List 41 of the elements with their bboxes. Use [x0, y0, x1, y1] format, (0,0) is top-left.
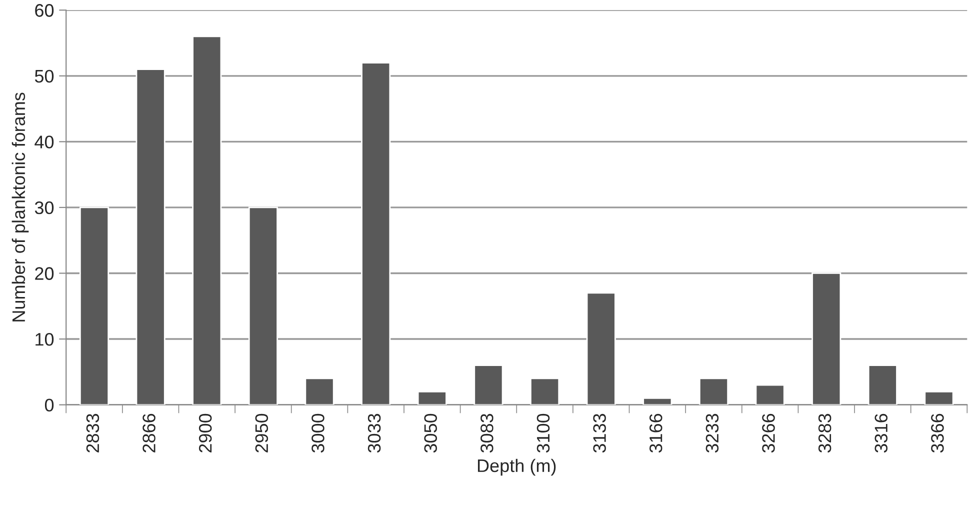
x-tick-label: 3133 — [593, 414, 606, 453]
bar — [361, 62, 391, 405]
x-tick-label: 3233 — [706, 414, 719, 453]
y-tick-label: 20 — [35, 267, 54, 280]
bar — [304, 378, 334, 405]
bar — [755, 384, 785, 405]
x-tick-label: 2950 — [255, 414, 268, 452]
bar — [642, 398, 672, 405]
x-tick-label: 3000 — [312, 414, 324, 453]
y-tick-label: 10 — [36, 332, 54, 346]
y-tick-label: 30 — [34, 201, 54, 214]
bar — [474, 364, 504, 405]
y-tick-label: 40 — [34, 136, 54, 148]
bar — [868, 364, 898, 405]
y-tick-label: 0 — [44, 398, 54, 412]
x-tick-label: 3283 — [818, 414, 832, 453]
x-tick-label: 3366 — [931, 414, 944, 453]
x-tick-label: 2833 — [86, 414, 100, 452]
bar — [248, 206, 278, 405]
x-tick-label: 3316 — [874, 414, 888, 453]
x-tick-label: 2866 — [142, 414, 156, 452]
bar — [136, 68, 166, 405]
bar — [812, 272, 842, 405]
x-tick-label: 3083 — [480, 414, 494, 453]
bar — [192, 36, 222, 405]
bar — [924, 390, 954, 405]
x-tick-label: 3050 — [424, 414, 437, 453]
x-tick-label: 3266 — [762, 414, 775, 453]
bar — [417, 390, 447, 405]
x-tick-label: 3100 — [536, 414, 550, 453]
y-tick-label: 60 — [35, 4, 54, 17]
y-axis-title: Number of planktonic forams — [12, 92, 29, 322]
x-tick-label: 3033 — [368, 414, 381, 453]
bar — [530, 378, 560, 405]
bar — [698, 378, 728, 405]
bar — [586, 292, 616, 405]
x-tick-label: 2900 — [198, 414, 212, 452]
bar — [79, 206, 110, 405]
x-tick-label: 3166 — [649, 414, 662, 453]
y-tick-label: 50 — [34, 70, 54, 83]
x-axis-title: Depth (m) — [478, 458, 556, 476]
